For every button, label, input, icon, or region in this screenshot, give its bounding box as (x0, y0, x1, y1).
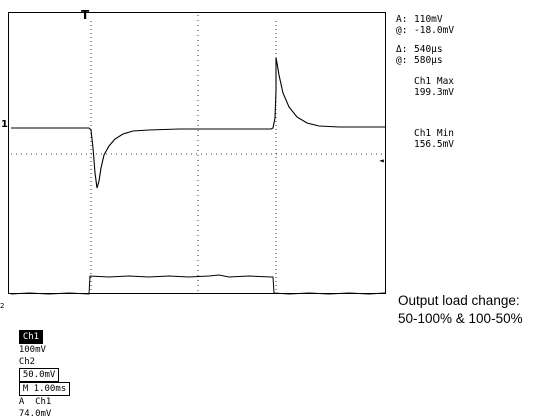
scope-status-bar: Ch1 100mV Ch2 50.0mV M 1.00ms A Ch1 74.0… (8, 318, 74, 419)
cursor-readout-b: @: -18.0mV (396, 25, 454, 36)
timebase[interactable]: M 1.00ms (18, 382, 71, 396)
graticule-center-lines (11, 15, 385, 293)
ch2-ground-marker[interactable]: 2 (0, 302, 5, 310)
ch2-label[interactable]: Ch2 (18, 357, 36, 367)
trigger-level-arrow[interactable]: ◄ (379, 156, 384, 165)
ch1-trace (11, 57, 385, 189)
measurement-value: 199.3mV (413, 87, 455, 98)
ch1-min-measurement: Ch1 Min 156.5mV (404, 128, 464, 150)
caption-line-2: 50-100% & 100-50% (398, 311, 523, 326)
readout-value: 580µs (414, 55, 443, 66)
trigger-level[interactable]: 74.0mV (18, 409, 52, 419)
readout-value: 110mV (414, 14, 443, 25)
cursor-readout-at: @: 580µs (396, 55, 443, 66)
readout-value: -18.0mV (414, 25, 455, 36)
cursor-readout-delta: Δ: 540µs (396, 44, 443, 55)
cursor-readout-a: A: 110mV (396, 14, 443, 25)
ch1-label[interactable]: Ch1 (18, 330, 44, 344)
measurement-value: 156.5mV (413, 139, 455, 150)
measurement-label: Ch1 Min (413, 128, 455, 139)
caption-line-1: Output load change: (398, 293, 520, 308)
waveform-display (10, 15, 386, 295)
trigger-position-marker[interactable]: T (81, 8, 90, 22)
readout-label: @: (396, 25, 408, 36)
readout-label: @: (396, 55, 408, 66)
measurement-label: Ch1 Max (413, 76, 455, 87)
ch1-ground-marker[interactable]: 1 (1, 119, 8, 130)
readout-label: A: (396, 14, 408, 25)
readout-label: Δ: (396, 44, 408, 55)
ch1-max-measurement: Ch1 Max 199.3mV (404, 76, 464, 98)
readout-value: 540µs (414, 44, 443, 55)
scope-screen (8, 12, 386, 295)
ch2-trace (10, 274, 386, 295)
trigger-channel[interactable]: A Ch1 (18, 397, 52, 407)
ch1-scale[interactable]: 100mV (18, 345, 46, 355)
ch2-scale[interactable]: 50.0mV (18, 368, 60, 382)
